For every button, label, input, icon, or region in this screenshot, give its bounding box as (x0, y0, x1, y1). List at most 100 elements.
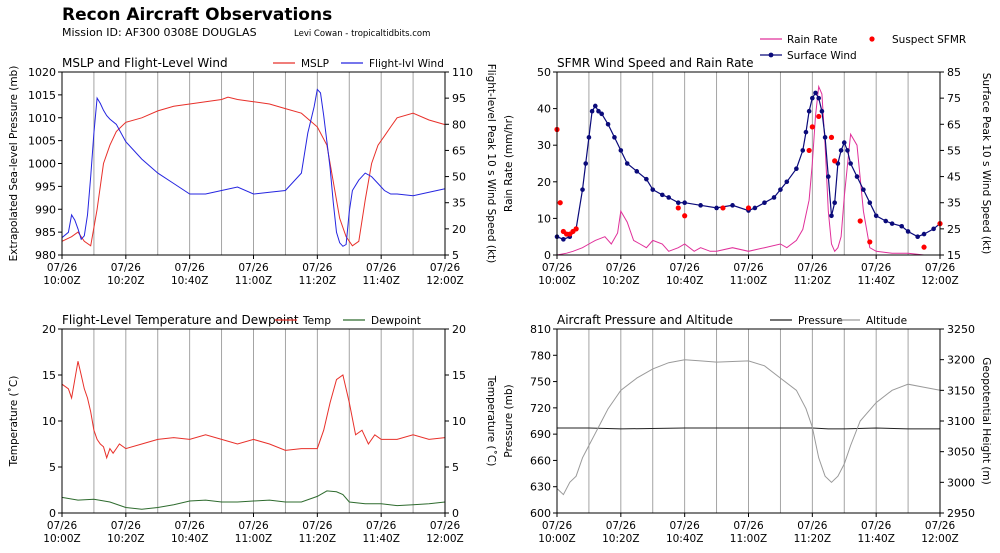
y2-tick-label: 75 (947, 92, 961, 105)
x-tick-label: 07/26 (670, 262, 701, 274)
x-tick-label: 07/26 (366, 520, 397, 532)
x-tick-label: 10:40Z (666, 533, 703, 545)
legend-label: Pressure (798, 315, 843, 327)
y2-tick-label: 0 (452, 507, 459, 520)
data-point (650, 187, 656, 192)
x-tick-label: 07/26 (302, 520, 333, 532)
chart-title: Aircraft Pressure and Altitude (557, 313, 733, 327)
x-tick-label: 12:00Z (921, 275, 958, 287)
data-point (752, 205, 758, 211)
data-point (596, 108, 601, 114)
y-tick-label: 990 (35, 203, 56, 216)
mission-id: Mission ID: AF300 0308E DOUGLAS (62, 26, 257, 39)
data-point (599, 111, 604, 117)
data-point (644, 176, 649, 182)
x-tick-label: 07/26 (111, 262, 142, 274)
x-tick-label: 11:20Z (794, 533, 831, 545)
data-point (586, 135, 592, 140)
chart-panel-3: 051015200510152007/2610:00Z07/2610:20Z07… (8, 313, 497, 545)
y2-tick-label: 95 (452, 92, 466, 105)
x-tick-label: 10:40Z (171, 275, 208, 287)
x-tick-label: 12:00Z (426, 533, 463, 545)
y-tick-label: 20 (537, 176, 551, 189)
data-point (618, 148, 624, 153)
series-line (556, 359, 941, 496)
y2-tick-label: 5 (452, 461, 459, 474)
page-title: Recon Aircraft Observations (62, 5, 333, 25)
series-line (61, 96, 446, 247)
y2-tick-label: 20 (452, 223, 466, 236)
data-point (931, 226, 936, 232)
data-point (841, 140, 847, 145)
y-tick-label: 810 (530, 323, 551, 336)
x-tick-label: 07/26 (430, 262, 461, 274)
y-tick-label: 0 (544, 249, 551, 262)
data-point (861, 187, 866, 192)
data-point (624, 161, 630, 166)
data-point (803, 129, 809, 135)
legend-swatch-dot (768, 52, 774, 58)
y-tick-label: 750 (530, 376, 551, 389)
data-point (915, 234, 920, 239)
x-tick-label: 11:40Z (362, 533, 399, 545)
y2-tick-label: 65 (452, 144, 466, 157)
x-tick-label: 07/26 (111, 520, 142, 532)
credit-text: Levi Cowan - tropicaltidbits.com (294, 29, 431, 39)
x-tick-label: 07/26 (47, 520, 78, 532)
y-axis-label: Extrapolated Sea-level Pressure (mb) (8, 66, 20, 262)
data-point (583, 161, 589, 166)
x-tick-label: 11:00Z (730, 275, 767, 287)
data-point (612, 135, 617, 140)
x-tick-label: 10:20Z (602, 275, 639, 287)
y-tick-label: 690 (530, 428, 551, 441)
legend: Pressure Altitude (770, 315, 907, 327)
data-point (605, 121, 611, 127)
data-point (794, 166, 799, 172)
x-tick-label: 07/26 (925, 520, 956, 532)
legend-label: Surface Wind (787, 50, 857, 62)
x-tick-label: 12:00Z (921, 533, 958, 545)
data-point-suspect (816, 113, 822, 120)
legend-label: Flight-lvl Wind (369, 58, 444, 70)
data-point (845, 148, 850, 153)
data-point (561, 237, 566, 242)
y2-tick-label: 45 (947, 171, 961, 184)
chart-title: SFMR Wind Speed and Rain Rate (557, 56, 754, 70)
x-tick-label: 10:40Z (666, 275, 703, 287)
y2-tick-label: 50 (452, 171, 466, 184)
data-point-suspect (857, 218, 863, 224)
legend-label: Dewpoint (371, 315, 421, 327)
x-tick-label: 10:20Z (107, 533, 144, 545)
y2-tick-label: 15 (452, 369, 466, 382)
y-tick-label: 30 (537, 139, 551, 152)
data-point (580, 187, 585, 192)
data-point (634, 169, 640, 174)
x-tick-label: 10:00Z (538, 275, 575, 287)
data-point (698, 203, 703, 208)
y-tick-label: 40 (537, 103, 551, 116)
x-tick-label: 07/26 (430, 520, 461, 532)
x-tick-label: 07/26 (606, 262, 637, 274)
data-point-suspect (921, 244, 927, 250)
y2-tick-label: 10 (452, 415, 466, 428)
x-tick-label: 07/26 (861, 262, 892, 274)
y-tick-label: 15 (42, 369, 56, 382)
y-tick-label: 1020 (28, 66, 56, 79)
x-tick-label: 07/26 (302, 262, 333, 274)
x-tick-label: 11:40Z (857, 275, 894, 287)
data-point (800, 148, 806, 153)
data-point-suspect (675, 205, 681, 211)
data-point (899, 223, 904, 229)
data-point (838, 148, 844, 153)
y-tick-label: 1015 (28, 89, 56, 102)
data-point (883, 218, 889, 224)
y2-tick-label: 25 (947, 223, 961, 236)
data-point (593, 103, 598, 109)
y2-tick-label: 3250 (947, 323, 975, 336)
y2-tick-label: 35 (452, 197, 466, 210)
x-tick-label: 07/26 (238, 520, 269, 532)
chart-title: Flight-Level Temperature and Dewpoint (62, 313, 299, 327)
data-point-suspect (557, 200, 563, 206)
data-point (589, 108, 595, 114)
